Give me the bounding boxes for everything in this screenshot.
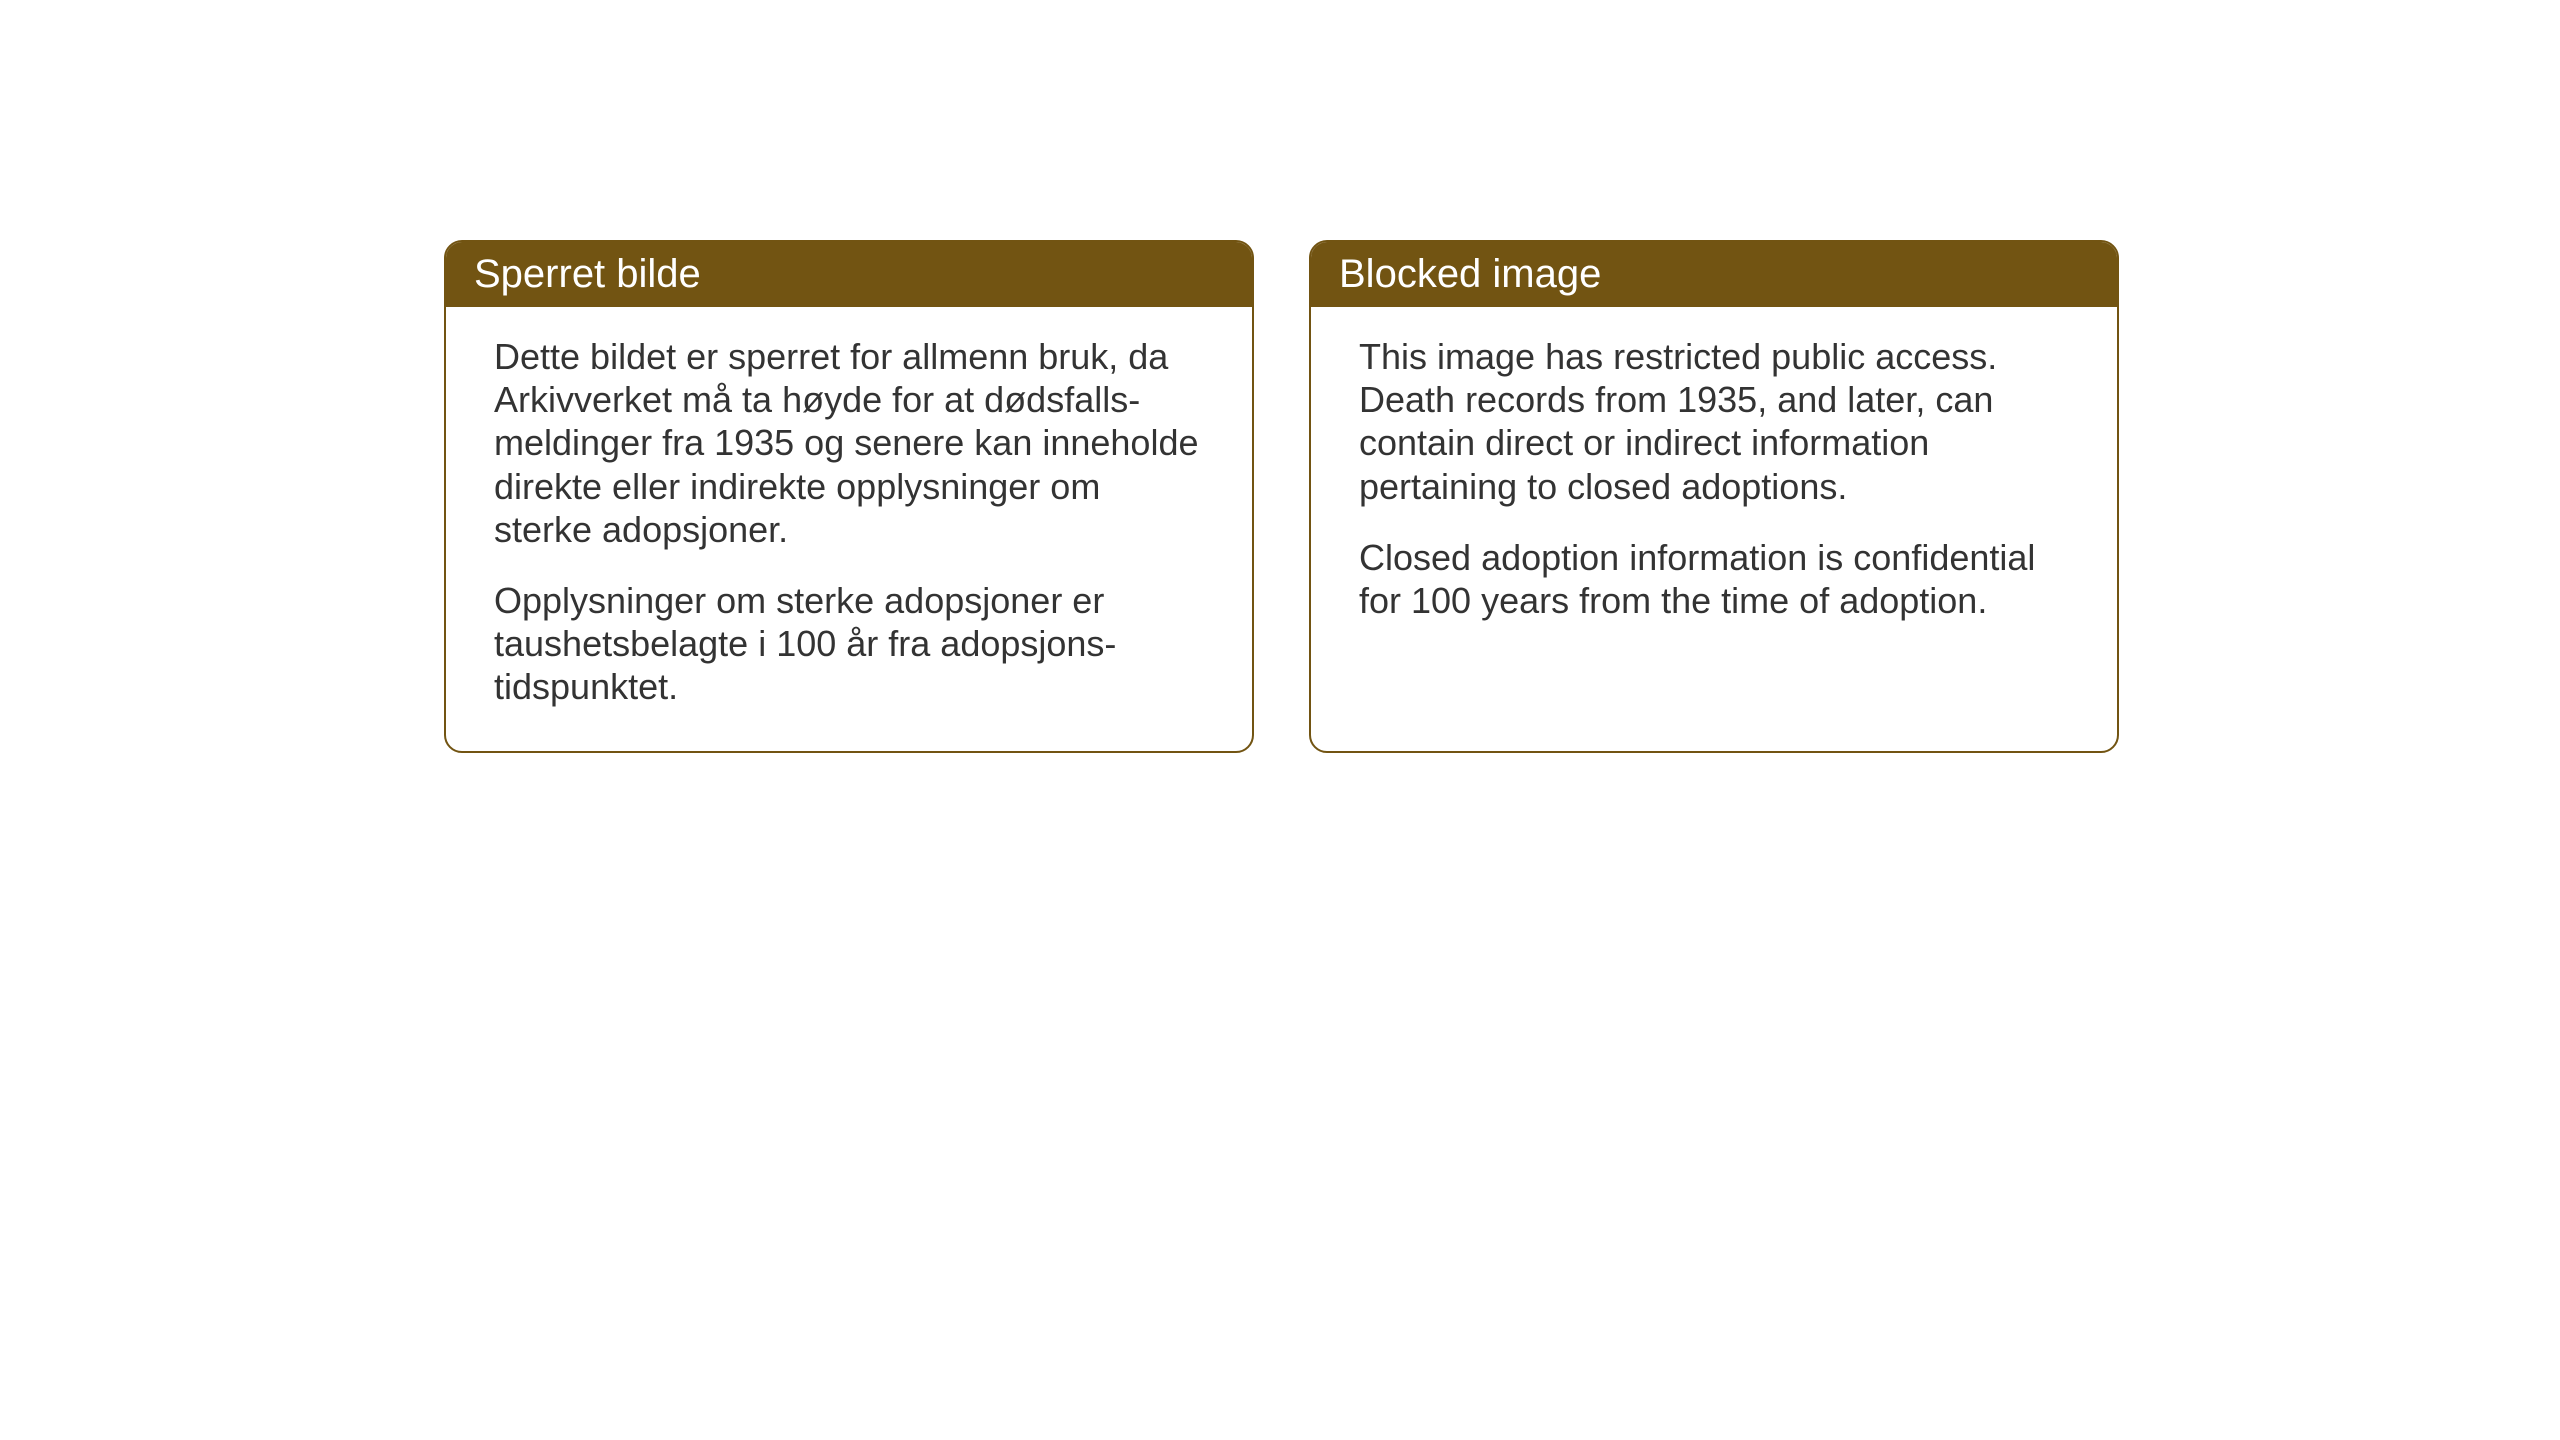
card-paragraph-2-english: Closed adoption information is confident… xyxy=(1359,536,2069,622)
card-header-english: Blocked image xyxy=(1311,242,2117,307)
notice-container: Sperret bilde Dette bildet er sperret fo… xyxy=(444,240,2119,753)
card-title-norwegian: Sperret bilde xyxy=(474,252,701,296)
card-title-english: Blocked image xyxy=(1339,252,1601,296)
notice-card-english: Blocked image This image has restricted … xyxy=(1309,240,2119,753)
notice-card-norwegian: Sperret bilde Dette bildet er sperret fo… xyxy=(444,240,1254,753)
card-paragraph-1-english: This image has restricted public access.… xyxy=(1359,335,2069,508)
card-header-norwegian: Sperret bilde xyxy=(446,242,1252,307)
card-paragraph-1-norwegian: Dette bildet er sperret for allmenn bruk… xyxy=(494,335,1204,551)
card-body-english: This image has restricted public access.… xyxy=(1311,307,2117,664)
card-body-norwegian: Dette bildet er sperret for allmenn bruk… xyxy=(446,307,1252,751)
card-paragraph-2-norwegian: Opplysninger om sterke adopsjoner er tau… xyxy=(494,579,1204,709)
